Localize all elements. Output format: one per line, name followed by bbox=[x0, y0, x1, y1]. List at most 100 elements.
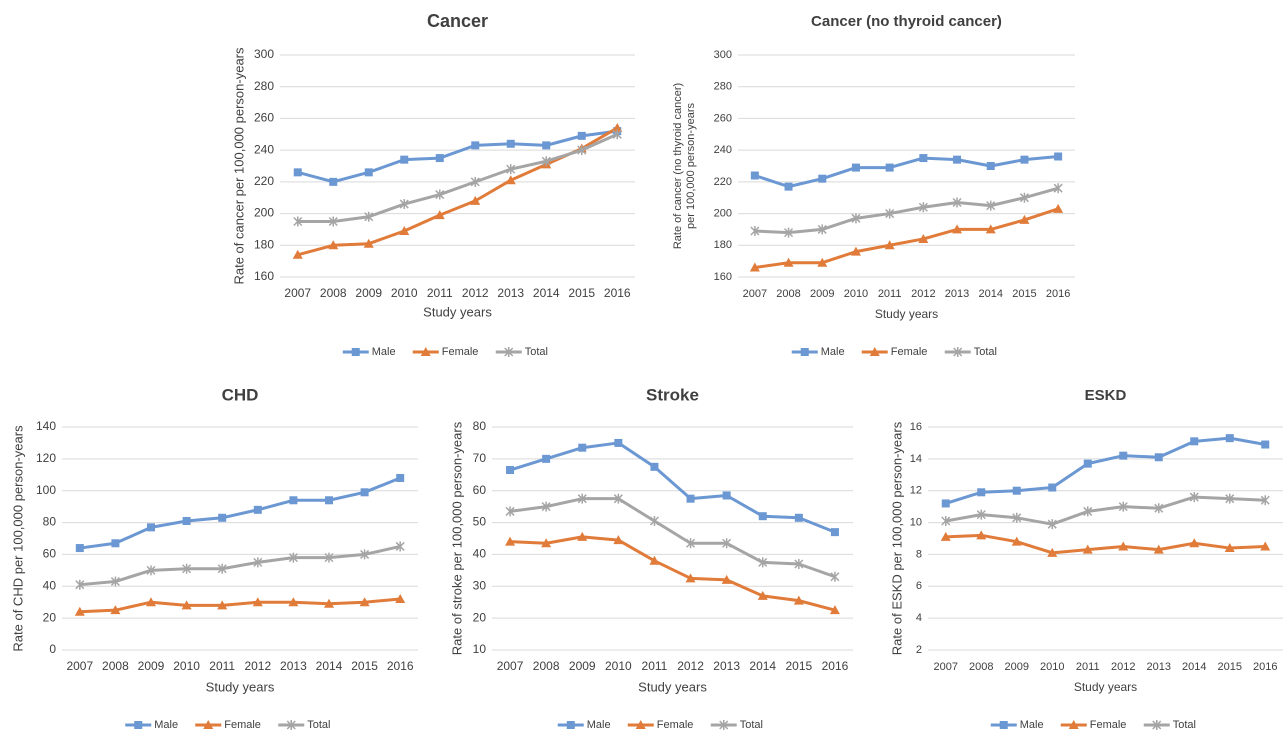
marker bbox=[110, 605, 121, 615]
marker bbox=[758, 512, 767, 521]
x-tick-label: 2015 bbox=[568, 286, 595, 300]
marker bbox=[360, 549, 370, 560]
marker bbox=[541, 501, 551, 512]
marker bbox=[1154, 453, 1163, 462]
y-axis-label: Rate of CHD per 100,000 person-years bbox=[10, 425, 25, 652]
y-tick-label: 50 bbox=[473, 515, 487, 529]
marker bbox=[750, 226, 760, 237]
chart-panel: 160 180 200 220 240 260 280 300 2007 2008 2009 2010… bbox=[672, 13, 1075, 358]
x-tick-label: 2010 bbox=[173, 659, 200, 673]
y-tick-label: 300 bbox=[254, 47, 274, 61]
marker bbox=[506, 164, 516, 175]
legend-marker bbox=[635, 720, 646, 729]
legend-item: Total bbox=[710, 719, 763, 731]
y-tick-label: 200 bbox=[254, 206, 274, 220]
legend-item: Female bbox=[861, 346, 927, 358]
legend-item: Total bbox=[278, 719, 331, 731]
y-tick-label: 300 bbox=[714, 49, 732, 61]
legend-item: Male bbox=[342, 346, 396, 358]
marker bbox=[1190, 437, 1199, 446]
marker bbox=[147, 523, 155, 532]
x-tick-label: 2014 bbox=[1182, 661, 1206, 673]
series-line bbox=[945, 533, 1266, 555]
marker bbox=[829, 605, 840, 615]
x-axis-label: Study years bbox=[638, 679, 707, 694]
marker bbox=[217, 600, 228, 610]
marker bbox=[328, 216, 338, 227]
y-axis-label: Rate of stroke per 100,000 person-years bbox=[449, 421, 464, 655]
y-tick-label: 60 bbox=[473, 483, 487, 497]
marker bbox=[784, 182, 793, 191]
x-tick-label: 2009 bbox=[569, 659, 596, 673]
marker bbox=[1119, 451, 1128, 460]
marker bbox=[578, 443, 587, 452]
marker bbox=[818, 174, 827, 183]
y-tick-label: 8 bbox=[916, 548, 922, 560]
chart-title: ESKD bbox=[1085, 387, 1127, 404]
marker bbox=[505, 536, 516, 546]
marker bbox=[685, 573, 696, 583]
marker bbox=[758, 557, 768, 568]
marker bbox=[471, 141, 480, 150]
y-tick-label: 40 bbox=[473, 547, 487, 561]
marker bbox=[750, 171, 759, 180]
y-tick-label: 0 bbox=[49, 642, 56, 656]
marker bbox=[542, 141, 551, 150]
marker bbox=[1047, 519, 1057, 530]
marker bbox=[359, 597, 370, 607]
x-tick-label: 2008 bbox=[102, 659, 129, 673]
marker bbox=[218, 513, 227, 522]
legend-marker bbox=[1152, 720, 1162, 730]
legend-marker bbox=[953, 347, 963, 357]
chart-panel: 2 4 6 8 10 12 14 16 2007 2008 2009 2010 2011 2012 2013… bbox=[889, 387, 1283, 731]
marker bbox=[577, 131, 586, 140]
x-axis-label: Study years bbox=[206, 679, 275, 694]
marker bbox=[722, 538, 732, 549]
marker bbox=[613, 493, 623, 504]
marker bbox=[577, 493, 587, 504]
marker bbox=[885, 163, 894, 172]
legend-label: Male bbox=[821, 346, 845, 358]
marker bbox=[757, 590, 768, 600]
legend-item: Male bbox=[791, 346, 845, 358]
marker bbox=[941, 515, 951, 526]
marker bbox=[470, 195, 481, 205]
series-line bbox=[79, 545, 401, 587]
marker bbox=[1082, 544, 1093, 554]
marker bbox=[1189, 538, 1200, 548]
marker bbox=[364, 211, 374, 222]
x-tick-label: 2011 bbox=[1076, 661, 1100, 673]
x-tick-label: 2009 bbox=[1005, 661, 1029, 673]
legend-item: Total bbox=[495, 346, 548, 358]
legend: Male Female Total bbox=[990, 719, 1196, 731]
x-tick-label: 2011 bbox=[642, 659, 668, 673]
marker bbox=[292, 249, 303, 259]
marker bbox=[577, 531, 588, 541]
y-tick-label: 6 bbox=[916, 580, 922, 592]
y-tick-label: 80 bbox=[43, 515, 57, 529]
y-tick-label: 240 bbox=[714, 144, 732, 156]
legend-marker bbox=[999, 721, 1008, 729]
legend-label: Total bbox=[307, 719, 330, 731]
legend-label: Total bbox=[1173, 719, 1196, 731]
marker bbox=[110, 576, 120, 587]
y-tick-label: 12 bbox=[910, 485, 922, 497]
marker bbox=[1012, 512, 1022, 523]
chart-panel: 0 20 40 60 80 100 120 140 2007 2008 2009 2010 2011 20… bbox=[10, 385, 418, 731]
x-tick-label: 2007 bbox=[66, 659, 93, 673]
legend: Male Female Total bbox=[342, 346, 548, 358]
legend-item: Male bbox=[990, 719, 1044, 731]
y-tick-label: 240 bbox=[254, 142, 274, 156]
x-tick-label: 2007 bbox=[743, 288, 767, 300]
marker bbox=[793, 595, 804, 605]
legend-label: Female bbox=[1090, 719, 1127, 731]
marker bbox=[1154, 503, 1164, 514]
series-line bbox=[297, 132, 618, 223]
legend-item: Male bbox=[125, 719, 178, 731]
marker bbox=[1047, 547, 1058, 557]
marker bbox=[976, 509, 986, 520]
marker bbox=[146, 565, 156, 576]
x-tick-label: 2015 bbox=[1218, 661, 1242, 673]
x-tick-label: 2009 bbox=[138, 659, 165, 673]
x-tick-label: 2008 bbox=[320, 286, 347, 300]
